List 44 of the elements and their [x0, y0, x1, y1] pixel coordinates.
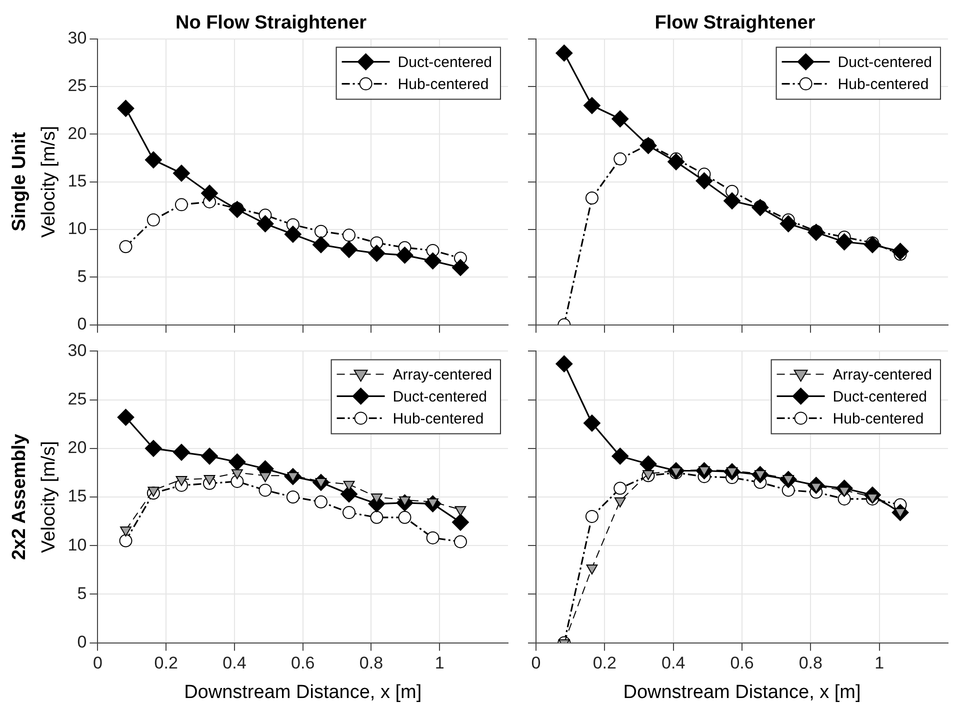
y-tick-label: 10: [68, 535, 87, 554]
x-tick-label: 0.8: [798, 654, 822, 673]
legend-label: Hub-centered: [838, 76, 929, 93]
y-tick-label: 15: [68, 171, 87, 190]
x-axis-title: Downstream Distance, x [m]: [623, 682, 861, 703]
text: Single Unit: [9, 132, 30, 232]
x-axis-title: Downstream Distance, x [m]: [184, 682, 422, 703]
x-tick-label: 0.6: [730, 654, 754, 673]
x-tick-label: 0.8: [359, 654, 384, 673]
legend-label: Hub-centered: [832, 410, 924, 428]
y-tick-label: 5: [77, 584, 87, 603]
x-tick-label: 0.6: [291, 654, 315, 673]
y-tick-label: 0: [77, 632, 87, 652]
legend-label: Duct-centered: [398, 54, 492, 71]
x-tick-label: 0.4: [222, 654, 246, 673]
legend-label: Array-centered: [392, 366, 492, 384]
y-tick-label: 30: [68, 340, 87, 360]
legend-label: Array-centered: [832, 366, 932, 384]
y-tick-label: 15: [68, 486, 87, 506]
x-tick-label: 0: [531, 654, 541, 673]
y-tick-label: 0: [77, 314, 87, 334]
y-tick-label: 5: [77, 266, 87, 286]
x-tick-label: 1: [434, 654, 444, 673]
legend-label: Duct-centered: [838, 54, 932, 71]
y-tick-label: 30: [68, 28, 87, 48]
legend-label: Hub-centered: [392, 410, 484, 428]
chart-title: Flow Straightener: [654, 12, 816, 34]
y-tick-label: 25: [68, 76, 87, 96]
y-axis-title: Velocity [m/s]: [38, 126, 60, 238]
chart-title: No Flow Straightener: [175, 12, 368, 34]
legend-label: Duct-centered: [392, 388, 488, 406]
y-axis-title: Velocity [m/s]: [38, 441, 60, 553]
text: 2x2 Assembly: [9, 434, 30, 560]
y-tick-label: 10: [68, 219, 87, 238]
y-tick-label: 25: [68, 389, 87, 408]
legend-label: Hub-centered: [398, 76, 489, 93]
x-tick-label: 0.2: [154, 654, 178, 673]
x-tick-label: 0: [92, 654, 102, 673]
y-tick-label: 20: [68, 438, 87, 458]
y-tick-label: 20: [68, 124, 87, 143]
x-tick-label: 0.2: [592, 654, 616, 673]
x-tick-label: 1: [874, 654, 884, 673]
legend-label: Duct-centered: [832, 388, 928, 406]
x-tick-label: 0.4: [662, 654, 686, 673]
